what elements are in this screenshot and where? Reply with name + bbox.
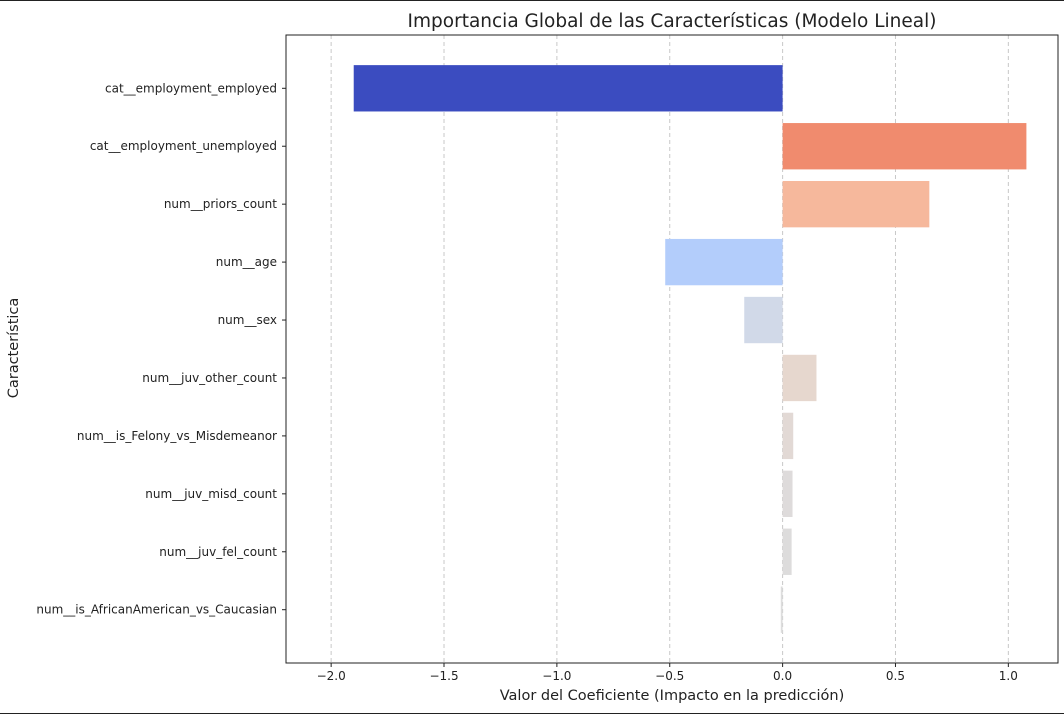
y-axis-label: Característica [6, 298, 22, 399]
bar-num-juv-misd-count [782, 470, 793, 518]
category-label: cat__employment_unemployed [90, 139, 277, 153]
x-tick-labels: −2.0 −1.5 −1.0 −0.5 0.0 0.5 1.0 [317, 663, 1018, 683]
category-label: num__priors_count [164, 197, 277, 211]
x-tick-label: 0.0 [773, 669, 792, 683]
bar-cat-employment-unemployed [782, 123, 1027, 170]
x-tick-label: 1.0 [999, 669, 1018, 683]
bar-num-sex [744, 296, 783, 344]
category-label: num__is_Felony_vs_Misdemeanor [77, 429, 277, 443]
x-axis-label: Valor del Coeficiente (Impacto en la pre… [500, 688, 845, 704]
bar-num-is-africanamerican-vs-caucasian [780, 586, 783, 633]
x-tick-label: −1.0 [542, 669, 571, 683]
category-label: num__juv_other_count [142, 371, 277, 385]
bars [353, 65, 1027, 633]
bar-num-is-felony-vs-misdemeanor [782, 412, 794, 460]
category-label: num__juv_misd_count [145, 487, 277, 501]
plot-border [285, 34, 1059, 664]
bar-num-juv-fel-count [782, 528, 792, 575]
category-label: num__juv_fel_count [159, 545, 277, 559]
bar-num-age [665, 238, 783, 286]
bar-num-priors-count [782, 180, 930, 228]
category-label: cat__employment_employed [105, 81, 277, 95]
category-label: num__sex [218, 313, 277, 327]
bar-cat-employment-employed [353, 65, 783, 112]
axes [285, 34, 1059, 664]
x-tick-label: 0.5 [886, 669, 905, 683]
chart-title: Importancia Global de las Característica… [408, 11, 937, 32]
bar-num-juv-other-count [782, 354, 817, 402]
category-label: num__age [216, 255, 277, 269]
category-label: num__is_AfricanAmerican_vs_Caucasian [36, 603, 277, 617]
x-tick-label: −1.5 [429, 669, 458, 683]
x-tick-label: −0.5 [655, 669, 684, 683]
x-tick-label: −2.0 [317, 669, 346, 683]
y-tick-labels: cat__employment_employed cat__employment_… [36, 81, 286, 617]
